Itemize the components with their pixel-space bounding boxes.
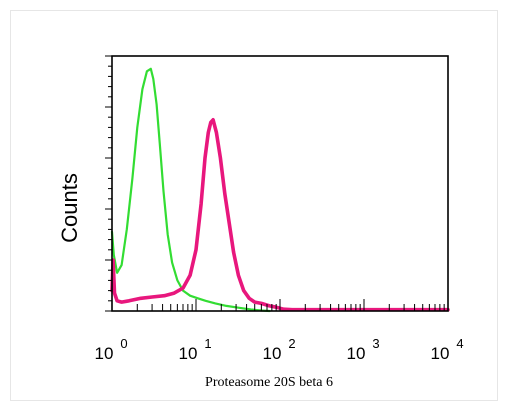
x-tick-exponent: 2 bbox=[288, 336, 295, 351]
x-axis-label: Proteasome 20S beta 6 bbox=[205, 375, 333, 390]
x-tick-exponent: 3 bbox=[372, 336, 379, 351]
x-tick-label: 10 bbox=[179, 344, 198, 363]
x-tick-labels: 10 0 10 1 10 2 10 3 10 4 bbox=[95, 336, 464, 363]
x-tick-label: 10 bbox=[263, 344, 282, 363]
histogram-series-1 bbox=[110, 67, 271, 313]
chart-panel: 10 0 10 1 10 2 10 3 10 4 Counts Proteasome 20S be… bbox=[10, 10, 498, 401]
histogram-series-2 bbox=[110, 118, 450, 312]
x-tick-label: 10 bbox=[95, 344, 114, 363]
x-tick-label: 10 bbox=[347, 344, 366, 363]
flow-cytometry-histogram: 10 0 10 1 10 2 10 3 10 4 Counts Proteasome 20S be… bbox=[57, 55, 464, 390]
x-tick-label: 10 bbox=[431, 344, 450, 363]
y-axis-label: Counts bbox=[57, 173, 82, 243]
axis-ticks bbox=[105, 55, 449, 312]
x-tick-exponent: 4 bbox=[456, 336, 463, 351]
x-tick-exponent: 1 bbox=[204, 336, 211, 351]
plot-area bbox=[110, 55, 450, 313]
x-tick-exponent: 0 bbox=[120, 336, 127, 351]
